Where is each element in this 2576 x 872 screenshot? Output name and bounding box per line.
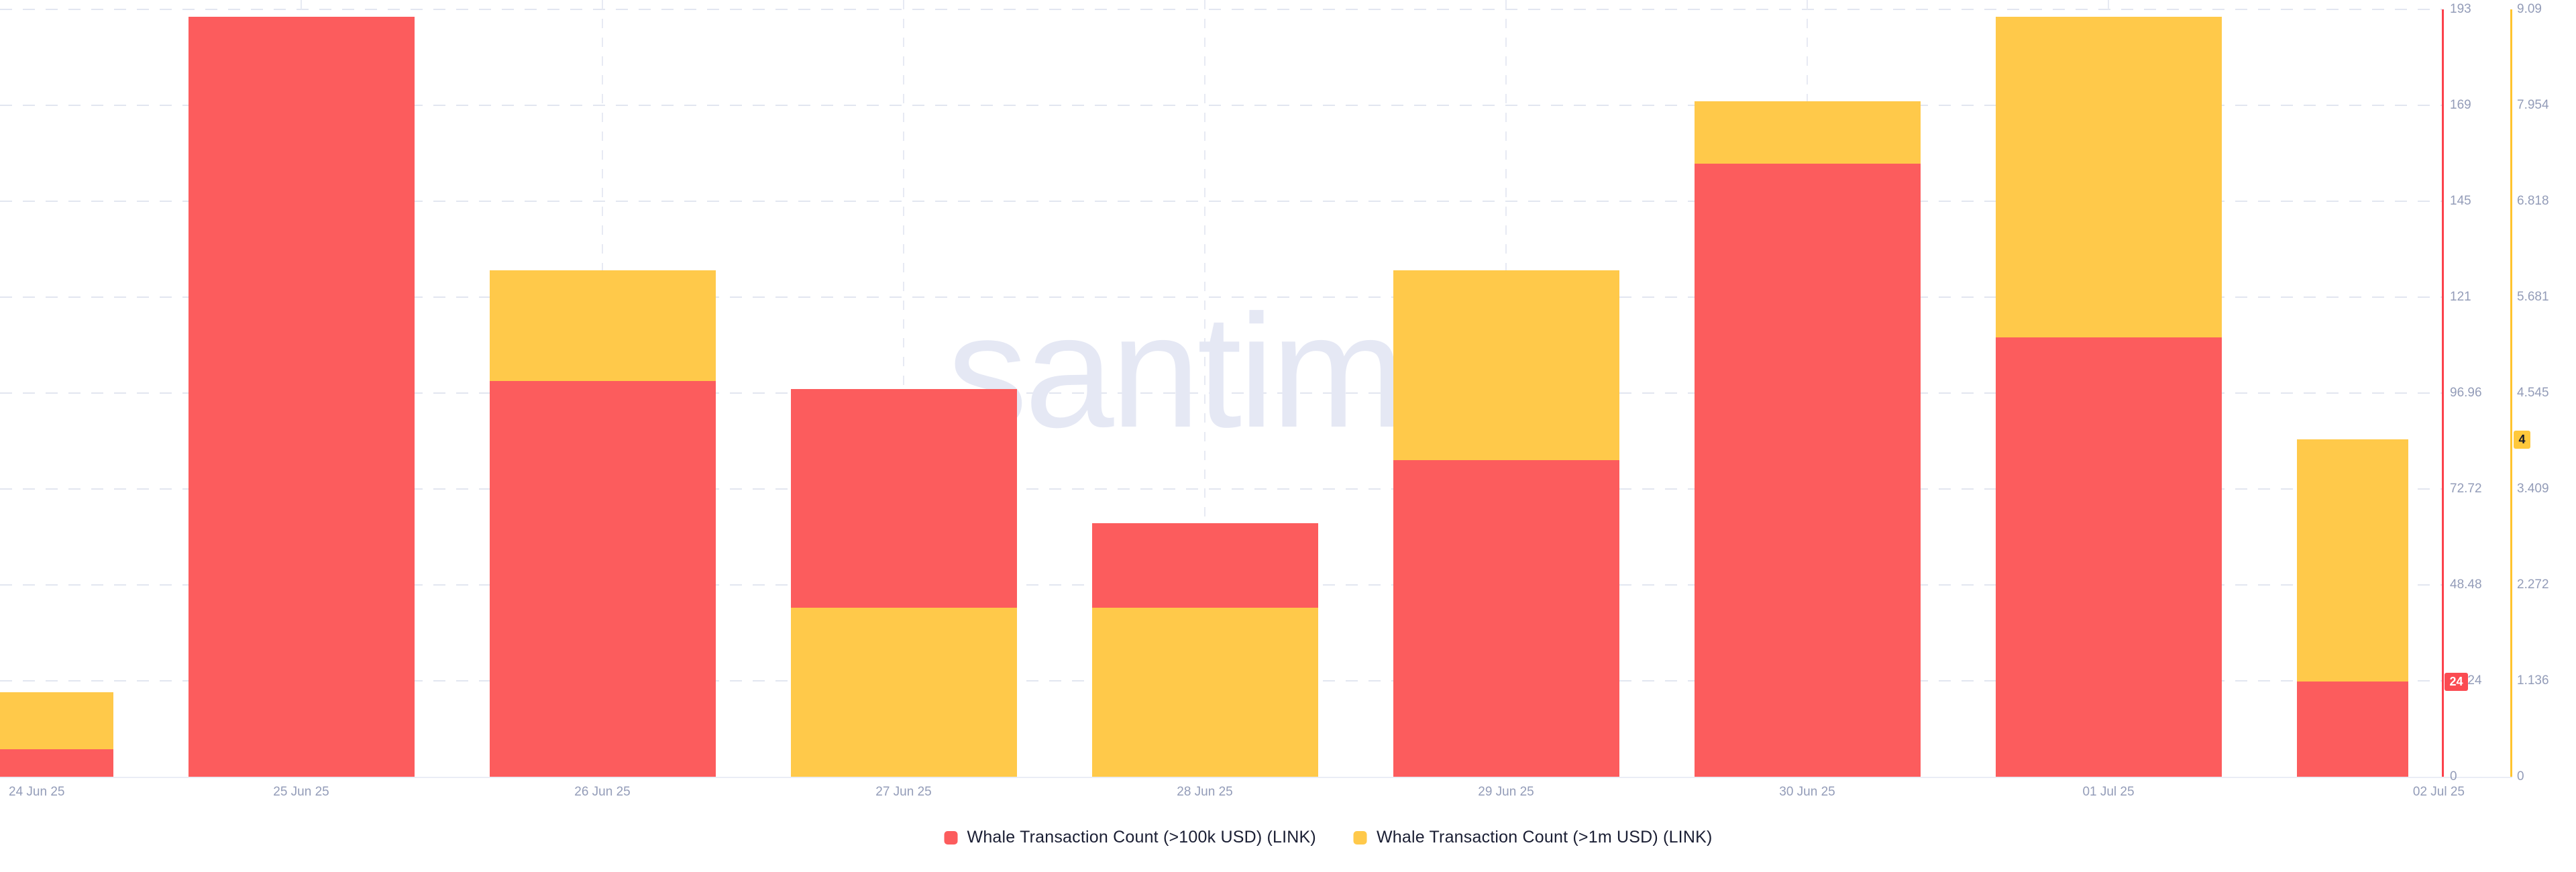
y-tick-label: 4.545 — [2517, 386, 2549, 400]
y-tick-label: 169 — [2450, 98, 2471, 112]
y-tick-label: 1.136 — [2517, 673, 2549, 688]
legend-label: Whale Transaction Count (>100k USD) (LIN… — [967, 828, 1316, 847]
h-gridline — [0, 201, 2442, 202]
bar-yellow-27-jun-25[interactable] — [790, 608, 1017, 777]
x-tick-label: 29 Jun 25 — [1478, 785, 1534, 799]
red-current-value-badge: 24 — [2445, 673, 2468, 692]
legend: Whale Transaction Count (>100k USD) (LIN… — [944, 828, 1713, 847]
x-tick-label: 27 Jun 25 — [875, 785, 932, 799]
y-tick-label: 6.818 — [2517, 194, 2549, 208]
bar-yellow-28-jun-25[interactable] — [1091, 608, 1318, 777]
bar-red-01-jul-25[interactable] — [1995, 337, 2222, 777]
y-tick-label: 5.681 — [2517, 290, 2549, 304]
y-tick-label: 72.72 — [2450, 482, 2482, 496]
y-tick-label: 9.09 — [2517, 2, 2542, 16]
x-tick-label: 02 Jul 25 — [2412, 785, 2465, 799]
h-gridline — [0, 392, 2442, 394]
bar-red-25-jun-25[interactable] — [188, 17, 415, 777]
plot-area: .santiment — [0, 17, 2408, 777]
y-tick-label: 193 — [2450, 2, 2471, 16]
h-gridline — [0, 296, 2442, 298]
red-axis-line — [2442, 9, 2444, 777]
v-gridline — [1204, 0, 1205, 777]
y-tick-label: 0 — [2450, 769, 2457, 783]
y-tick-label: 121 — [2450, 290, 2471, 304]
x-tick-label: 25 Jun 25 — [273, 785, 329, 799]
legend-marker-icon — [1353, 830, 1367, 844]
v-gridline — [903, 0, 904, 777]
y-tick-label: 96.96 — [2450, 386, 2482, 400]
x-tick-label: 24 Jun 25 — [9, 785, 65, 799]
y-tick-label: 3.409 — [2517, 482, 2549, 496]
y-tick-label: 48.48 — [2450, 578, 2482, 592]
x-axis-baseline — [0, 777, 2512, 778]
h-gridline — [0, 488, 2442, 490]
bar-red-02-jul-25[interactable] — [2296, 682, 2408, 777]
bar-red-24-jun-25[interactable] — [0, 749, 113, 777]
y-tick-label: 145 — [2450, 194, 2471, 208]
legend-item-1m[interactable]: Whale Transaction Count (>1m USD) (LINK) — [1353, 828, 1713, 847]
x-tick-label: 26 Jun 25 — [574, 785, 631, 799]
legend-item-100k[interactable]: Whale Transaction Count (>100k USD) (LIN… — [944, 828, 1316, 847]
yellow-current-value-badge: 4 — [2514, 430, 2530, 449]
bar-red-29-jun-25[interactable] — [1393, 460, 1619, 777]
legend-label: Whale Transaction Count (>1m USD) (LINK) — [1376, 828, 1713, 847]
h-gridline — [0, 9, 2442, 10]
y-tick-label: 0 — [2517, 769, 2524, 783]
x-tick-label: 28 Jun 25 — [1177, 785, 1233, 799]
x-tick-label: 30 Jun 25 — [1779, 785, 1835, 799]
yellow-axis-line — [2510, 9, 2512, 777]
bar-red-30-jun-25[interactable] — [1694, 163, 1921, 777]
bar-red-26-jun-25[interactable] — [489, 381, 716, 777]
y-tick-label: 7.954 — [2517, 98, 2549, 112]
legend-marker-icon — [944, 830, 958, 844]
y-tick-label: 2.272 — [2517, 578, 2549, 592]
x-tick-label: 01 Jul 25 — [2082, 785, 2135, 799]
h-gridline — [0, 105, 2442, 106]
